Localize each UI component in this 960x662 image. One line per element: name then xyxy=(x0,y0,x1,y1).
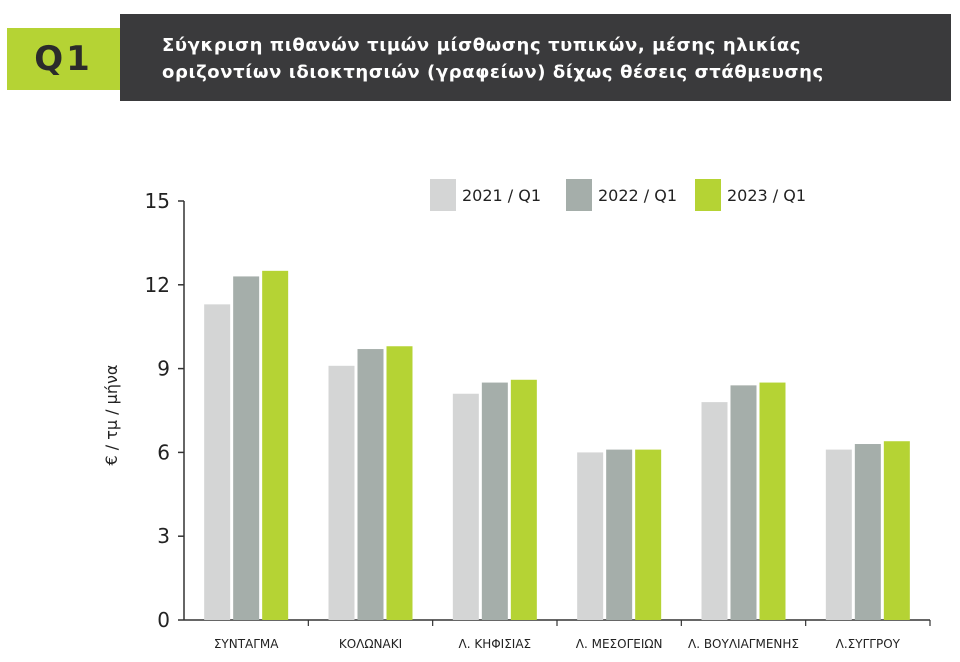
bar xyxy=(854,444,881,620)
y-tick-label: 6 xyxy=(157,440,170,464)
y-tick-label: 9 xyxy=(157,357,170,381)
bar xyxy=(481,382,508,620)
bar xyxy=(357,349,384,620)
title-line-1: Σύγκριση πιθανών τιμών μίσθωσης τυπικών,… xyxy=(162,35,802,56)
chart-labels: 0 3 6 9 12 15 € / τμ / μήνα ΣΥΝΤΑΓΜΑ ΚΟΛΩΝΑΚΙ Λ. … xyxy=(102,189,901,651)
chart-legend: 2021 / Q1 2022 / Q1 2023 / Q1 xyxy=(430,179,806,211)
bar xyxy=(701,402,728,620)
bar xyxy=(883,441,910,620)
bar xyxy=(233,276,260,620)
bar xyxy=(204,304,231,620)
header-badge: Q1 xyxy=(7,28,120,90)
legend-label: 2021 / Q1 xyxy=(462,186,541,205)
legend-label: 2023 / Q1 xyxy=(727,186,806,205)
x-tick-label: Λ. ΚΗΦΙΣΙΑΣ xyxy=(459,637,532,651)
chart-bars xyxy=(204,270,910,620)
x-tick-label: Λ.ΣΥΓΓΡΟΥ xyxy=(836,637,901,651)
x-tick-label: ΚΟΛΩΝΑΚΙ xyxy=(339,637,402,651)
legend-swatch xyxy=(566,179,592,211)
x-tick-label: ΣΥΝΤΑΓΜΑ xyxy=(214,637,279,651)
bar xyxy=(452,393,479,620)
bar xyxy=(606,449,633,620)
legend-swatch xyxy=(695,179,721,211)
y-axis-label: € / τμ / μήνα xyxy=(102,365,121,466)
x-tick-label: Λ. ΜΕΣΟΓΕΙΩΝ xyxy=(576,637,663,651)
y-tick-label: 12 xyxy=(145,273,170,297)
y-tick-label: 3 xyxy=(157,524,170,548)
bar xyxy=(510,379,537,620)
bar xyxy=(759,382,786,620)
bar xyxy=(730,385,757,620)
bar xyxy=(328,365,355,620)
header-title-bar: Σύγκριση πιθανών τιμών μίσθωσης τυπικών,… xyxy=(120,14,951,101)
y-tick-label: 0 xyxy=(157,608,170,632)
bar xyxy=(262,270,289,620)
legend-label: 2022 / Q1 xyxy=(598,186,677,205)
bar xyxy=(386,346,413,620)
bar xyxy=(577,452,604,620)
y-tick-label: 15 xyxy=(145,189,170,213)
x-tick-label: Λ. ΒΟΥΛΙΑΓΜΕΝΗΣ xyxy=(688,637,799,651)
bar xyxy=(635,449,662,620)
title-line-2: οριζοντίων ιδιοκτησιών (γραφείων) δίχως … xyxy=(162,62,824,83)
chart-axes xyxy=(178,200,931,626)
badge-label: Q1 xyxy=(34,39,93,79)
bar xyxy=(825,449,852,620)
legend-swatch xyxy=(430,179,456,211)
